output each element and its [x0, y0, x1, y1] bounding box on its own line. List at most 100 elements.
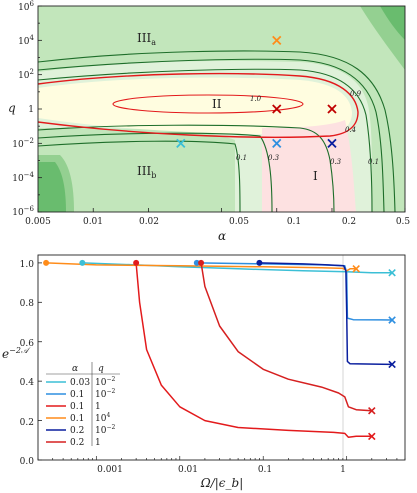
- bottom-x-tick-labels: 0.001 0.01 0.1 1: [97, 465, 346, 475]
- legend-q-value: 10−2: [95, 388, 115, 400]
- legend-header-q: q: [98, 364, 104, 374]
- lower-left-dark-region: [38, 162, 66, 212]
- y-tick-label: 10−6: [12, 205, 34, 218]
- y-tick-label: 0.6: [20, 339, 35, 349]
- cross-stroke: [327, 104, 337, 114]
- region-label-I: I: [313, 169, 318, 183]
- cross-stroke: [272, 138, 282, 148]
- series-lines: [46, 262, 393, 439]
- cross-stroke: [388, 268, 396, 277]
- contour-label: 0.3: [330, 158, 342, 166]
- legend-header-alpha: α: [72, 364, 78, 374]
- cross-stroke: [272, 104, 282, 114]
- cross-stroke: [176, 138, 186, 148]
- bottom-y-axis-label: e−2𝒜: [2, 346, 31, 361]
- y-tick-label: 106: [18, 0, 34, 13]
- legend-q-value: 104: [95, 412, 110, 424]
- bottom-axes-frame: [37, 254, 406, 461]
- legend-q-value: 10−2: [95, 424, 115, 436]
- contour-label: 0.1: [236, 154, 247, 162]
- cross-stroke: [388, 316, 396, 324]
- region-label-II: II: [212, 97, 222, 111]
- legend-q-value: 10−2: [95, 376, 115, 388]
- phase-regions: [38, 6, 405, 212]
- y-tick-label: 10−2: [12, 137, 34, 150]
- parameter-markers: [176, 35, 337, 148]
- series-start-dot: [79, 259, 86, 266]
- legend: α q 0.03 10−2 0.1 10−2 0.1 1 0.1 104 0.2 10−2 0.2 1: [46, 362, 120, 448]
- legend-alpha-value: 0.1: [70, 402, 84, 412]
- upper-right-dark-region: [380, 6, 405, 40]
- cross-marker: [272, 104, 282, 114]
- cross-stroke: [272, 35, 282, 45]
- cross-marker: [327, 104, 337, 114]
- cross-marker: [272, 138, 282, 148]
- contour-1-0: [112, 94, 304, 114]
- region-label-IIIb: IIIb: [137, 164, 156, 180]
- top-y-tick-labels: 106 104 102 1 10−2 10−4 10−6: [12, 0, 34, 218]
- y-tick-label: 0.0: [20, 457, 35, 467]
- region-labels: IIIa II IIIb I: [137, 31, 318, 183]
- series-line: [259, 262, 393, 366]
- x-tick-label: 0.1: [287, 217, 301, 227]
- series-start-dot: [133, 259, 140, 266]
- x-tick-label: 0.01: [83, 217, 103, 227]
- series-end-cross: [352, 265, 360, 273]
- legend-rows: 0.03 10−2 0.1 10−2 0.1 1 0.1 104 0.2 10−2 0.2 1: [46, 376, 115, 448]
- cross-marker: [176, 138, 186, 148]
- cross-stroke: [388, 360, 396, 369]
- series-end-cross: [368, 406, 376, 415]
- x-tick-label: 0.001: [97, 465, 123, 475]
- contour-labels: 1.0 0.9 0.4 0.1 0.3 0.3 0.1: [236, 90, 379, 166]
- y-tick-label: 10−4: [12, 171, 34, 184]
- legend-alpha-value: 0.03: [70, 378, 90, 388]
- series-end-cross: [388, 316, 396, 324]
- contour-outer-2: [38, 58, 385, 212]
- bottom-y-tick-labels: 1.0 0.8 0.6 0.4 0.2 0.0: [20, 260, 35, 467]
- x-tick-label: 0.02: [139, 217, 159, 227]
- series-end-cross: [368, 432, 376, 441]
- contour-label: 0.4: [345, 126, 356, 134]
- contour-label: 1.0: [250, 95, 262, 103]
- series-start-dot: [43, 259, 50, 266]
- series-line: [46, 262, 357, 272]
- y-tick-label: 0.2: [20, 418, 34, 428]
- x-tick-label: 0.2: [342, 217, 356, 227]
- top-x-axis-label: α: [218, 229, 226, 243]
- transmission-panel: 1.0 0.8 0.6 0.4 0.2 0.0 0.001 0.01 0.1 1…: [2, 254, 406, 490]
- legend-alpha-value: 0.2: [70, 438, 84, 448]
- region-label-IIIa: IIIa: [137, 31, 156, 47]
- contour-0-3-right: [38, 68, 373, 212]
- x-tick-label: 0.01: [178, 465, 198, 475]
- legend-q-value: 1: [95, 402, 101, 412]
- cross-marker: [272, 35, 282, 45]
- y-tick-label: 102: [18, 68, 34, 81]
- legend-alpha-value: 0.1: [70, 414, 84, 424]
- bottom-x-axis-label: Ω/|ϵ_b|: [200, 476, 243, 490]
- top-y-axis-label: q: [8, 101, 16, 115]
- contour-label: 0.9: [350, 90, 362, 98]
- series-line: [200, 262, 372, 412]
- legend-alpha-value: 0.2: [70, 426, 84, 436]
- series-start-dot: [198, 259, 205, 266]
- region-II-fill: [38, 77, 352, 135]
- series-start-dot: [256, 259, 263, 266]
- y-tick-label: 104: [18, 34, 34, 47]
- x-tick-label: 0.05: [229, 217, 249, 227]
- contour-lines: [38, 50, 396, 212]
- cross-stroke: [352, 265, 360, 273]
- contour-label: 0.1: [368, 158, 379, 166]
- contour-0-1-inner: [38, 140, 241, 212]
- series-markers: [43, 259, 396, 441]
- top-axis-ticks: [37, 5, 406, 213]
- contour-label: 0.3: [268, 154, 280, 162]
- bottom-axis-ticks: [37, 262, 406, 461]
- x-tick-label: 0.5: [396, 217, 411, 227]
- x-tick-label: 1: [340, 465, 346, 475]
- contour-0-1-left: [38, 132, 273, 212]
- y-tick-label: 0.8: [20, 299, 35, 309]
- cross-stroke: [368, 406, 376, 415]
- cross-stroke: [327, 138, 337, 148]
- cross-stroke: [368, 432, 376, 441]
